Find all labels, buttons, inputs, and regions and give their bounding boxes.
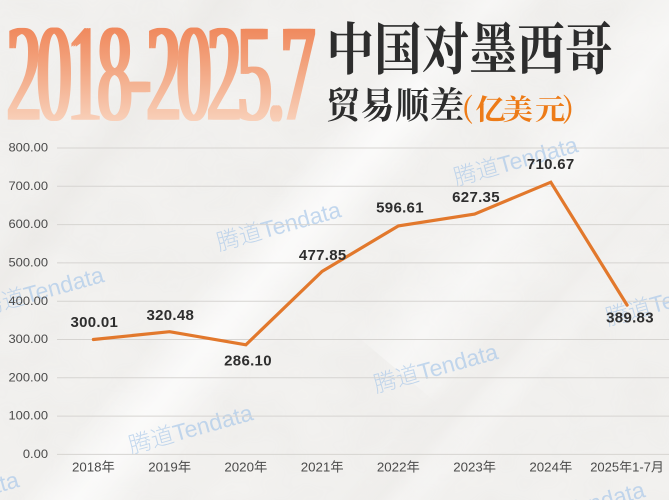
svg-text:600.00: 600.00: [9, 217, 49, 231]
svg-text:2020: 2020: [224, 460, 254, 475]
svg-text:286.10: 286.10: [224, 352, 272, 369]
svg-text:596.61: 596.61: [376, 200, 424, 217]
svg-text:300.01: 300.01: [70, 314, 118, 331]
svg-text:320.48: 320.48: [146, 307, 194, 324]
svg-text:700.00: 700.00: [9, 179, 49, 193]
svg-text:2018: 2018: [72, 460, 102, 475]
svg-text:500.00: 500.00: [9, 256, 49, 270]
svg-text:1-7: 1-7: [632, 460, 651, 475]
svg-text:Tendata: Tendata: [0, 466, 22, 500]
svg-text:2024: 2024: [529, 460, 559, 475]
svg-text:389.83: 389.83: [606, 310, 654, 327]
svg-text:2018-2025.7: 2018-2025.7: [7, 0, 313, 150]
svg-text:477.85: 477.85: [299, 247, 347, 264]
svg-text:2025: 2025: [590, 460, 619, 475]
svg-text:627.35: 627.35: [452, 189, 500, 206]
svg-text:2019: 2019: [148, 460, 178, 475]
svg-text:2021: 2021: [301, 460, 331, 475]
svg-text:0.00: 0.00: [23, 447, 48, 461]
svg-text:100.00: 100.00: [9, 409, 49, 423]
svg-text:2022: 2022: [377, 460, 407, 475]
svg-text:2018-2025.7: 2018-2025.7: [9, 0, 315, 150]
svg-text:2018-2025.7: 2018-2025.7: [5, 0, 311, 150]
svg-text:710.67: 710.67: [527, 156, 575, 173]
svg-text:300.00: 300.00: [9, 332, 49, 346]
svg-text:800.00: 800.00: [9, 141, 49, 155]
svg-text:200.00: 200.00: [9, 370, 49, 384]
svg-text:400.00: 400.00: [9, 294, 49, 308]
svg-text:2023: 2023: [453, 460, 483, 475]
